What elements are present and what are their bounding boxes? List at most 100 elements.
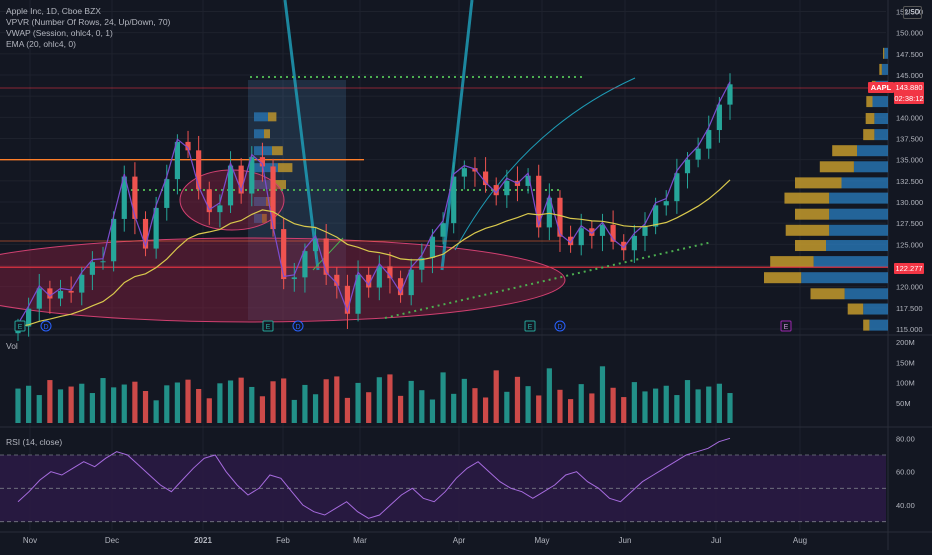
volume-profile: [254, 47, 888, 331]
candle-body: [206, 189, 212, 213]
vp-up-bar: [853, 161, 888, 173]
vp-down-bar: [819, 161, 854, 173]
volume-bar: [546, 368, 552, 423]
price-tick-label: 137.500: [896, 135, 923, 144]
candle-body: [57, 290, 64, 299]
vp-range-down: [272, 146, 283, 156]
candle-body: [227, 165, 234, 206]
volume-bar: [716, 383, 722, 423]
price-tick-label: 147.500: [896, 50, 923, 59]
candle-body: [397, 278, 404, 296]
volume-bar: [121, 384, 127, 423]
indicator-vwap-label[interactable]: VWAP (Session, ohlc4, 0, 1): [6, 28, 113, 38]
candle-body: [663, 201, 669, 206]
volume-bar: [397, 395, 404, 423]
vp-range-down: [264, 129, 270, 139]
rsi-line: [17, 437, 731, 519]
vwap-line: [17, 81, 731, 325]
vp-down-bar: [795, 177, 842, 189]
candle-body: [249, 157, 255, 194]
price-tick-label: 130.000: [896, 198, 923, 207]
rsi-tick-label: 60.00: [896, 468, 915, 477]
volume-bar: [57, 389, 64, 423]
volume-tick-label: 100M: [896, 379, 915, 388]
vp-down-bar: [810, 288, 845, 300]
candle-body: [153, 207, 159, 249]
volume-bar: [493, 370, 499, 423]
volume-bar: [100, 378, 106, 423]
vp-down-bar: [795, 208, 830, 220]
volume-bar: [536, 395, 542, 423]
time-tick-label: Nov: [23, 536, 37, 545]
volume-bar: [259, 396, 266, 423]
vp-up-bar: [801, 272, 888, 284]
volume-tick-label: 50M: [896, 399, 911, 408]
vp-down-bar: [770, 256, 814, 268]
candle-body: [610, 224, 616, 242]
svg-text:D: D: [295, 324, 300, 331]
candle-body: [387, 266, 393, 279]
arc-line: [454, 77, 636, 251]
rsi-tick-label: 40.00: [896, 501, 915, 510]
volume-pane-label[interactable]: Vol: [6, 341, 18, 351]
volume-bar: [270, 381, 276, 423]
candle-body: [716, 104, 722, 131]
indicator-ema-label[interactable]: EMA (20, ohlc4, 0): [6, 39, 76, 49]
event-marker-earnings: E: [780, 320, 792, 332]
volume-bar: [631, 382, 637, 423]
candle-body: [599, 224, 606, 236]
candle-body: [355, 274, 361, 314]
volume-bar: [174, 382, 181, 423]
volume-bar: [36, 395, 42, 423]
volume-bar: [302, 384, 308, 423]
vp-down-bar: [795, 240, 826, 252]
volume-bar: [663, 385, 669, 423]
volume-bar: [26, 385, 32, 423]
volume-bar: [111, 387, 117, 423]
candle-body: [47, 288, 53, 299]
currency-badge[interactable]: USD: [903, 6, 922, 19]
price-tick-label: 127.500: [896, 219, 923, 228]
event-marker-dividend: D: [554, 320, 566, 332]
candle-body: [334, 274, 340, 286]
vp-up-bar: [884, 47, 888, 59]
vp-up-bar: [829, 192, 888, 204]
indicator-vpvr-label[interactable]: VPVR (Number Of Rows, 24, Up/Down, 70): [6, 17, 171, 27]
volume-bar: [366, 392, 372, 423]
candle-body: [684, 159, 691, 174]
candle-body: [621, 241, 627, 251]
candle-body: [217, 205, 223, 213]
volume-tick-label: 150M: [896, 358, 915, 367]
volume-bar: [376, 377, 382, 423]
volume-bar: [291, 399, 297, 423]
event-marker-earnings: E: [524, 320, 536, 332]
candle-body: [493, 185, 499, 196]
price-tick-label: 120.000: [896, 283, 923, 292]
rsi-pane-label[interactable]: RSI (14, close): [6, 437, 63, 447]
ticker-tag: AAPL: [868, 82, 894, 93]
symbol-title[interactable]: Apple Inc, 1D, Cboe BZX: [6, 6, 101, 16]
vp-up-bar: [844, 288, 888, 300]
vp-down-bar: [865, 113, 875, 125]
volume-bar: [238, 377, 244, 423]
candle-body: [79, 274, 85, 293]
time-tick-label: Aug: [793, 536, 807, 545]
event-marker-dividend: D: [40, 320, 52, 332]
vp-up-bar: [872, 96, 888, 108]
candle-body: [653, 205, 659, 227]
vp-down-bar: [764, 272, 802, 284]
candle-body: [366, 274, 372, 288]
candle-body: [111, 218, 117, 262]
vp-down-bar: [847, 303, 864, 315]
candle-body: [546, 197, 552, 228]
vp-range-up: [254, 163, 278, 173]
ema-line: [17, 179, 731, 328]
price-tick-label: 152.500: [896, 8, 923, 17]
candle-body: [578, 228, 584, 246]
volume-bar: [206, 398, 212, 423]
candle-body: [695, 148, 701, 160]
vp-range-up: [254, 112, 268, 122]
volume-bar: [727, 393, 733, 423]
candle-body: [482, 171, 489, 186]
